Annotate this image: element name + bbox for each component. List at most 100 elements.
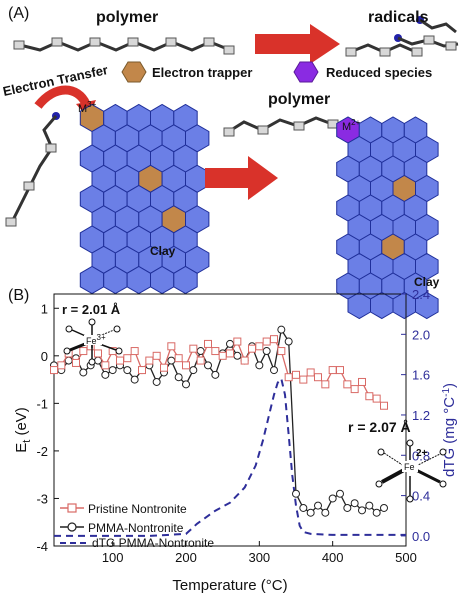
plot-series bbox=[50, 325, 406, 537]
data-point-pristine-nontronite bbox=[248, 344, 256, 353]
data-point-pristine-nontronite bbox=[277, 347, 286, 356]
y-right-tick-label: 0.4 bbox=[412, 489, 430, 504]
panel-a-label: (A) bbox=[8, 5, 29, 22]
clay-label-right: Clay bbox=[414, 275, 440, 289]
data-point-pmma-nontronite bbox=[365, 501, 374, 510]
clay-right-hex bbox=[415, 291, 439, 320]
data-point-pmma-nontronite bbox=[321, 508, 330, 517]
panel-b: (B) 100 200 300 400 500 -4 -3 -2 -1 0 1 0.0 0.4 0.8 1.… bbox=[8, 287, 458, 594]
legend-item-pristine: Pristine Nontronite bbox=[60, 502, 187, 516]
panel-b-label: (B) bbox=[8, 287, 29, 304]
data-point-pristine-nontronite bbox=[365, 392, 374, 401]
y-left-tick-label: -3 bbox=[36, 491, 48, 506]
data-point-pmma-nontronite bbox=[226, 339, 234, 348]
data-point-pmma-nontronite bbox=[343, 503, 352, 512]
data-point-pristine-nontronite bbox=[50, 366, 58, 375]
data-point-pristine-nontronite bbox=[79, 347, 88, 356]
data-point-pristine-nontronite bbox=[130, 347, 139, 356]
data-point-pristine-nontronite bbox=[167, 342, 176, 351]
data-point-pristine-nontronite bbox=[262, 337, 271, 346]
x-tick-label: 100 bbox=[102, 550, 124, 565]
data-point-pmma-nontronite bbox=[101, 370, 110, 379]
data-point-pristine-nontronite bbox=[116, 356, 124, 365]
data-point-pristine-nontronite bbox=[72, 358, 80, 367]
y-right-tick-label: 2.0 bbox=[412, 327, 430, 342]
data-point-pristine-nontronite bbox=[321, 380, 330, 389]
legend-item-pmma: PMMA-Nontronite bbox=[60, 521, 184, 535]
data-point-pristine-nontronite bbox=[343, 380, 352, 389]
data-point-pristine-nontronite bbox=[196, 356, 205, 365]
data-point-pristine-nontronite bbox=[123, 354, 132, 363]
clay-label-left: Clay bbox=[150, 244, 176, 258]
data-point-pmma-nontronite bbox=[233, 351, 242, 360]
data-point-pmma-nontronite bbox=[336, 489, 344, 498]
radicals-label: radicals bbox=[368, 9, 429, 26]
y-right-tick-label: 2.4 bbox=[412, 287, 430, 302]
data-point-pristine-nontronite bbox=[226, 349, 234, 358]
data-point-pristine-nontronite bbox=[211, 347, 220, 356]
data-point-pmma-nontronite bbox=[130, 375, 139, 384]
data-point-pristine-nontronite bbox=[182, 361, 190, 370]
data-point-pmma-nontronite bbox=[152, 377, 161, 386]
fe3-label: Fe3+ bbox=[86, 333, 106, 346]
data-point-pristine-nontronite bbox=[270, 335, 278, 344]
data-point-pristine-nontronite bbox=[218, 351, 227, 360]
x-tick-label: 400 bbox=[322, 550, 344, 565]
data-point-pmma-nontronite bbox=[306, 508, 315, 517]
reaction-arrow-mid bbox=[205, 156, 278, 200]
data-point-pmma-nontronite bbox=[167, 356, 176, 365]
data-point-pmma-nontronite bbox=[328, 494, 337, 503]
panel-a: (A) polymer radicals Electron trapper Re… bbox=[2, 5, 459, 320]
y-right-tick-label: 1.6 bbox=[412, 368, 430, 383]
r-label-right: r = 2.07 Å bbox=[348, 419, 411, 435]
data-point-pristine-nontronite bbox=[284, 373, 293, 382]
radical-chains bbox=[345, 16, 459, 57]
data-point-pristine-nontronite bbox=[240, 356, 249, 365]
x-axis-label: Temperature (°C) bbox=[172, 577, 287, 594]
legend-label-dtg: dTG PMMA-Nontronite bbox=[92, 536, 214, 550]
x-tick-label: 200 bbox=[175, 550, 197, 565]
data-point-pmma-nontronite bbox=[204, 361, 212, 370]
data-point-pmma-nontronite bbox=[380, 503, 388, 512]
data-point-pmma-nontronite bbox=[299, 503, 308, 512]
data-point-pmma-nontronite bbox=[108, 366, 117, 375]
legend-label-pmma: PMMA-Nontronite bbox=[88, 521, 184, 535]
data-point-pristine-nontronite bbox=[160, 363, 168, 372]
y-left-tick-label: 0 bbox=[41, 349, 48, 364]
data-point-pristine-nontronite bbox=[138, 366, 146, 375]
clay-layer-right bbox=[336, 116, 439, 320]
legend-item-dtg: dTG PMMA-Nontronite bbox=[60, 536, 214, 550]
data-point-pristine-nontronite bbox=[299, 375, 308, 384]
y-axis-right-label: dTG (mg °C-1) bbox=[441, 383, 458, 477]
data-point-pmma-nontronite bbox=[350, 499, 359, 508]
data-point-pristine-nontronite bbox=[380, 401, 388, 410]
data-point-pristine-nontronite bbox=[372, 394, 381, 403]
reduced-species-label: Reduced species bbox=[326, 65, 432, 80]
metal-left-label: M3+ bbox=[78, 100, 97, 115]
data-point-pristine-nontronite bbox=[145, 356, 154, 365]
series-line-dtg-pmma-nontronite bbox=[54, 376, 406, 537]
data-point-pristine-nontronite bbox=[204, 339, 212, 348]
data-point-pmma-nontronite bbox=[79, 368, 88, 377]
polymer-chain-mid bbox=[223, 116, 339, 137]
y-right-tick-label: 0.0 bbox=[412, 529, 430, 544]
y-left-tick-label: 1 bbox=[41, 301, 48, 316]
series-line-pmma-nontronite bbox=[53, 327, 385, 514]
data-point-pristine-nontronite bbox=[328, 366, 337, 375]
fe2-label: Fe bbox=[404, 462, 415, 472]
data-point-pristine-nontronite bbox=[350, 385, 359, 394]
data-point-pmma-nontronite bbox=[372, 508, 381, 517]
data-point-pristine-nontronite bbox=[358, 377, 366, 386]
data-point-pristine-nontronite bbox=[174, 354, 183, 363]
data-point-pmma-nontronite bbox=[211, 370, 220, 379]
data-point-pristine-nontronite bbox=[189, 344, 198, 353]
clay-layer-left bbox=[79, 103, 210, 295]
clay-left-hex bbox=[173, 265, 198, 295]
electron-trapper-swatch bbox=[121, 61, 147, 83]
data-point-pristine-nontronite bbox=[101, 361, 110, 370]
fe2-octahedron-inset bbox=[375, 439, 447, 503]
y-right-tick-label: 1.2 bbox=[412, 408, 430, 423]
polymer-chain-left bbox=[5, 112, 60, 227]
x-tick-label: 300 bbox=[248, 550, 270, 565]
